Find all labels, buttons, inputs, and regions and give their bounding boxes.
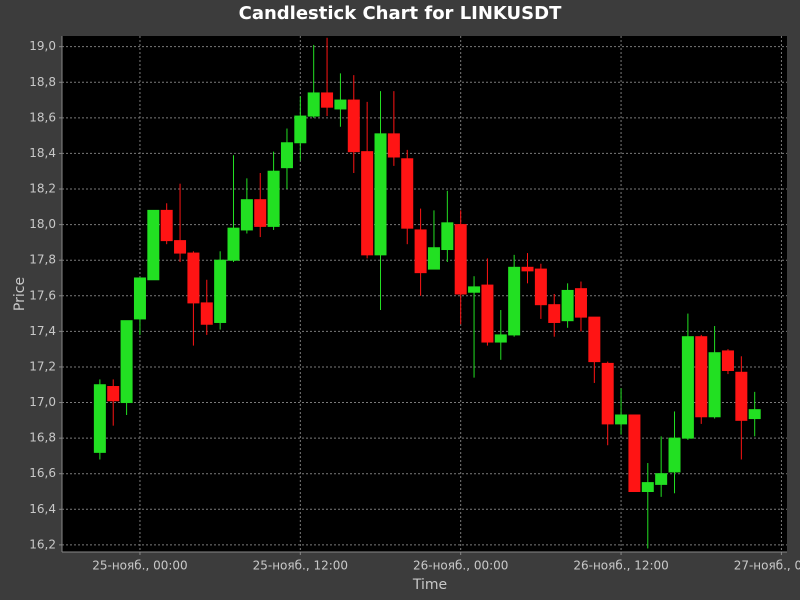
y-tick-label: 17,2	[29, 359, 56, 373]
x-tick-label: 27-нояб., 00:00	[734, 559, 800, 573]
candle-body	[681, 336, 694, 439]
candle-body	[347, 99, 360, 153]
candle-body	[214, 259, 227, 323]
y-tick-label: 16,4	[29, 502, 56, 516]
candle-body	[374, 133, 387, 256]
y-tick-label: 18,8	[29, 75, 56, 89]
candle-body	[93, 384, 106, 453]
candle-body	[280, 142, 293, 169]
candle-body	[615, 414, 628, 425]
candle-body	[561, 289, 574, 322]
plot-area	[62, 36, 787, 552]
candle-body	[494, 334, 507, 343]
candle-body	[427, 247, 440, 270]
y-axis-label: Price	[12, 277, 28, 311]
y-tick-label: 17,0	[29, 395, 56, 409]
candle-body	[735, 371, 748, 421]
candle-body	[160, 209, 173, 242]
candle-body	[601, 362, 614, 425]
candle-body	[534, 268, 547, 306]
y-tick-label: 16,8	[29, 431, 56, 445]
candle-body	[468, 286, 481, 293]
candle-body	[588, 316, 601, 363]
candle-body	[120, 320, 133, 404]
candle-body	[200, 302, 213, 325]
candle-body	[748, 409, 761, 420]
candle-body	[508, 266, 521, 336]
candle-body	[521, 266, 534, 272]
candle-body	[414, 229, 427, 274]
candle-body	[187, 252, 200, 304]
candle-body	[721, 350, 734, 372]
candle-body	[107, 386, 120, 402]
candle-body	[133, 277, 146, 320]
candle-body	[628, 414, 641, 493]
candle-body	[454, 224, 467, 295]
candle-body	[401, 158, 414, 229]
y-tick-label: 16,6	[29, 466, 56, 480]
y-tick-label: 17,8	[29, 253, 56, 267]
candle-body	[574, 288, 587, 318]
x-tick-label: 26-нояб., 12:00	[573, 559, 668, 573]
y-tick-label: 17,4	[29, 324, 56, 338]
y-tick-label: 18,4	[29, 146, 56, 160]
y-tick-label: 18,2	[29, 182, 56, 196]
candle-body	[227, 227, 240, 261]
x-axis-label: Time	[412, 577, 447, 593]
candle-body	[321, 92, 334, 108]
candle-body	[548, 304, 561, 323]
candle-body	[147, 209, 160, 281]
candle-body	[708, 352, 721, 418]
candle-body	[641, 482, 654, 493]
candle-body	[361, 151, 374, 256]
candle-body	[387, 133, 400, 158]
y-tick-label: 16,2	[29, 537, 56, 551]
candle-body	[174, 240, 187, 254]
candle-body	[254, 199, 267, 227]
y-tick-label: 17,6	[29, 288, 56, 302]
candle-body	[655, 473, 668, 485]
chart-title: Candlestick Chart for LINKUSDT	[239, 3, 562, 24]
y-tick-label: 18,6	[29, 110, 56, 124]
candle-body	[481, 284, 494, 343]
candle-body	[267, 170, 280, 227]
x-tick-label: 25-нояб., 00:00	[92, 559, 187, 573]
y-tick-label: 18,0	[29, 217, 56, 231]
candle-body	[668, 437, 681, 473]
candle-body	[307, 92, 320, 117]
candle-body	[441, 222, 454, 251]
candle-body	[240, 199, 253, 231]
candle-body	[334, 99, 347, 110]
x-tick-label: 25-нояб., 12:00	[253, 559, 348, 573]
candle-body	[695, 336, 708, 418]
candle-body	[294, 115, 307, 144]
x-tick-label: 26-нояб., 00:00	[413, 559, 508, 573]
y-tick-label: 19,0	[29, 39, 56, 53]
